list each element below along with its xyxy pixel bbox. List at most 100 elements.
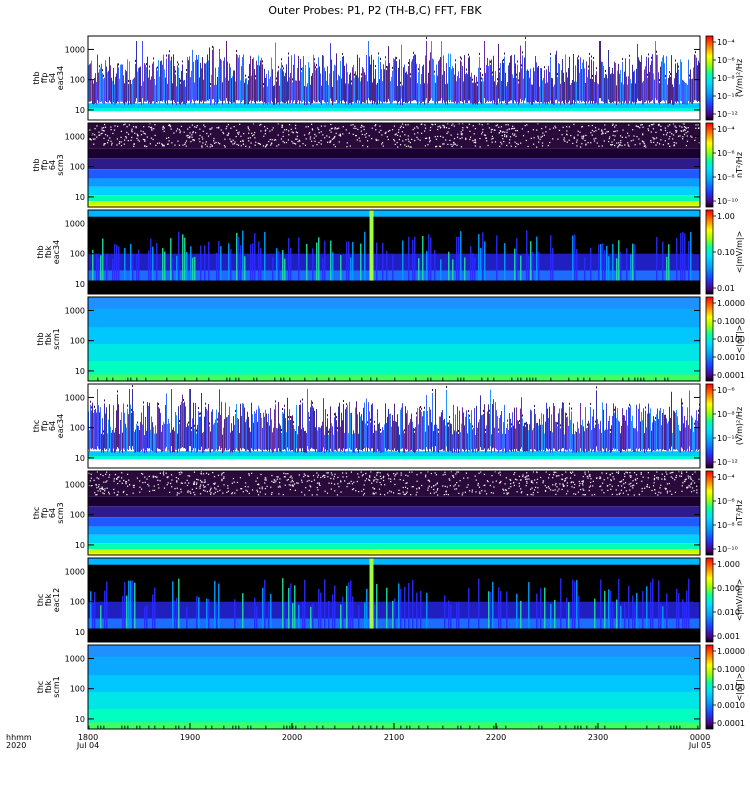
chart-title: Outer Probes: P1, P2 (TH-B,C) FFT, FBK [268,4,482,17]
colorbar-tick-label: 10⁻¹⁰ [717,545,738,554]
y-label-line: ffp [40,160,49,171]
colorbar-tick-label: 10⁻⁸ [717,74,735,83]
y-label-line: ffp [40,508,49,519]
colorbar-tick-label: 0.0001 [717,371,745,380]
y-tick-label: 10 [75,454,85,463]
colorbar-label: <|nT|> [735,673,744,702]
y-label-line: thc [32,507,41,520]
y-label-line: ffp [40,421,49,432]
y-tick-label: 1000 [65,306,85,315]
colorbar-label: nT²/Hz [735,500,744,526]
colorbar [705,644,714,730]
colorbar-tick-label: 10⁻⁶ [717,386,735,395]
y-label-line: fbk [44,245,53,258]
y-axis-label: thb fbk eac34 [36,240,61,264]
y-label-line: fbk [44,680,53,693]
x-tick-label: 2200 [486,733,506,742]
y-label-line: thb [32,71,41,84]
colorbar-tick-label: 1.000 [717,560,740,569]
colorbar-tick-label: 1.0000 [717,299,745,308]
y-tick-label: 100 [70,598,85,607]
colorbar-tick-label: 0.01 [717,284,735,293]
y-tick-label: 1000 [65,45,85,54]
colorbar [705,122,714,208]
y-label-line: scm1 [52,676,61,697]
y-tick-label: 10 [75,106,85,115]
y-axis-label: thb ffp 64 eac34 [32,66,65,90]
y-tick-label: 10 [75,628,85,637]
colorbar-tick-label: 10⁻⁸ [717,173,735,182]
colorbar-label: <|mV/m|> [735,231,744,274]
panel-thb-fbk-scm1: 10 100 1000 thb fbk scm1 0.0001 0.0010 0.0100 0.1… [36,296,745,382]
y-label-line: thb [36,332,45,345]
x-tick-label: 1800 [78,733,98,742]
panel-frame [87,557,701,643]
y-label-line: eac34 [56,66,65,90]
panel-frame [87,35,701,121]
panel-frame [87,209,701,295]
colorbar-tick-label: 10⁻⁴ [717,38,735,47]
colorbar-tick-label: 0.10 [717,248,735,257]
y-tick-label: 1000 [65,393,85,402]
panel-thb-fbk-eac34: 10 100 1000 thb fbk eac34 0.01 0.10 1.00 <|mV/m|> [36,209,744,295]
y-tick-label: 100 [70,76,85,85]
y-label-line: thc [32,420,41,433]
colorbar-tick-label: 10⁻⁶ [717,149,735,158]
colorbar [705,35,714,121]
colorbar-tick-label: 0.1000 [717,317,745,326]
x-tick-date: Jul 05 [688,741,711,750]
colorbar-tick-label: 0.001 [717,632,740,641]
y-label-line: thb [32,158,41,171]
y-tick-label: 1000 [65,480,85,489]
y-label-line: 64 [48,508,57,518]
panel-frame [87,122,701,208]
colorbar-tick-label: 1.00 [717,212,735,221]
colorbar [705,209,714,295]
colorbar-tick-label: 10⁻⁴ [717,125,735,134]
panel-thc-ffp-eac34: 10 100 1000 thc ffp 64 eac34 10⁻¹² 10⁻¹⁰ 10⁻⁸ 10⁻⁶… [32,383,744,469]
y-label-line: scm1 [52,328,61,349]
colorbar [705,470,714,556]
y-tick-label: 10 [75,280,85,289]
colorbar-tick-label: 10⁻⁶ [717,56,735,65]
y-label-line: 64 [48,421,57,431]
x-row-label: 2020 [6,741,26,750]
colorbar-tick-label: 0.100 [717,584,740,593]
colorbar-tick-label: 10⁻¹⁰ [717,197,738,206]
y-label-line: scm3 [56,502,65,523]
y-tick-label: 10 [75,541,85,550]
panel-thc-ffp-scm3: 10 100 1000 thc ffp 64 scm3 10⁻¹⁰ 10⁻⁸ 10⁻⁶ 10⁻⁴ nT… [32,470,744,556]
colorbar-label: (V/m)²/Hz [735,59,744,97]
y-tick-label: 10 [75,367,85,376]
colorbar-tick-label: 0.0100 [717,335,745,344]
y-tick-label: 100 [70,424,85,433]
colorbar-tick-label: 0.0010 [717,353,745,362]
y-tick-label: 10 [75,193,85,202]
y-label-line: thb [36,245,45,258]
y-label-line: eac34 [56,414,65,438]
panel-thc-fbk-scm1: 10 100 1000 thc fbk scm1 0.0001 0.0010 0.0100 0.1… [36,644,745,730]
colorbar-tick-label: 0.010 [717,608,740,617]
y-label-line: thc [36,681,45,694]
panel-frame [87,470,701,556]
y-tick-label: 100 [70,250,85,259]
colorbar-label: (V/m)²/Hz [735,407,744,445]
y-label-line: eac34 [52,240,61,264]
panel-frame [87,383,701,469]
y-label-line: fbk [44,593,53,606]
y-tick-label: 10 [75,715,85,724]
y-tick-label: 100 [70,337,85,346]
y-label-line: 64 [48,160,57,170]
colorbar-tick-label: 0.0010 [717,701,745,710]
colorbar-label: nT²/Hz [735,152,744,178]
y-tick-label: 1000 [65,132,85,141]
x-tick-label: 2100 [384,733,404,742]
colorbar-tick-label: 10⁻⁸ [717,521,735,530]
y-label-line: 64 [48,73,57,83]
y-label-line: fbk [44,332,53,345]
y-tick-label: 100 [70,685,85,694]
y-axis-label: thc fbk scm1 [36,676,61,697]
colorbar-tick-label: 10⁻⁶ [717,497,735,506]
y-tick-label: 1000 [65,654,85,663]
